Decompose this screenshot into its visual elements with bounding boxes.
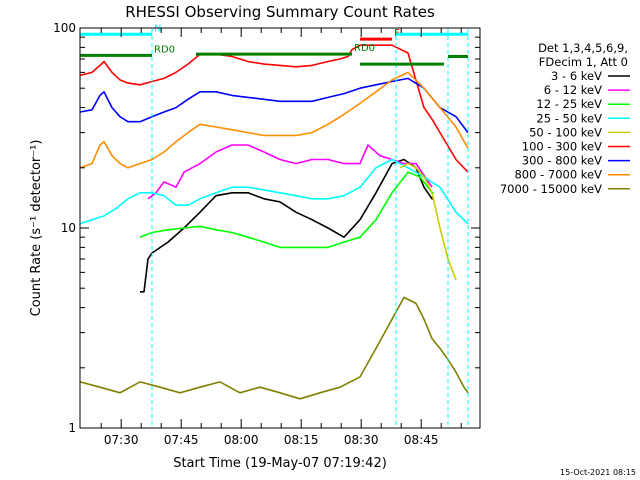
series-line-6 — [79, 44, 469, 173]
y-axis: 1 10 100 — [53, 21, 480, 435]
series-line-4 — [79, 158, 469, 225]
series-line-9 — [79, 296, 469, 400]
x-axis: 07:30 07:45 08:00 08:15 08:30 08:45 — [100, 28, 462, 447]
y-axis-label: Count Rate (s⁻¹ detector⁻¹) — [29, 140, 44, 317]
x-tick-label: 08:00 — [224, 433, 259, 447]
y-tick-label: 1 — [68, 421, 76, 435]
x-tick-label: 08:30 — [344, 433, 379, 447]
legend-label: 6 - 12 keV — [544, 83, 602, 97]
flag-label: N — [154, 23, 161, 34]
x-tick-label: 08:15 — [284, 433, 319, 447]
legend-label: 800 - 7000 keV — [514, 168, 602, 182]
y-tick-label: 10 — [61, 221, 76, 235]
generated-timestamp: 15-Oct-2021 08:15 — [560, 468, 636, 477]
legend-label: 12 - 25 keV — [536, 97, 602, 111]
x-axis-label: Start Time (19-May-07 07:19:42) — [173, 456, 387, 471]
series-line-8 — [79, 71, 469, 169]
series-line-5 — [399, 162, 457, 281]
legend-label: 3 - 6 keV — [551, 69, 602, 83]
legend-label: 50 - 100 keV — [529, 125, 602, 139]
series-line-2 — [147, 144, 433, 200]
x-tick-label: 07:45 — [164, 433, 199, 447]
plot-area — [79, 44, 469, 400]
series-line-7 — [79, 77, 469, 134]
y-tick-label: 100 — [53, 21, 76, 35]
chart-title: RHESSI Observing Summary Count Rates — [125, 3, 435, 21]
legend-label: 25 - 50 keV — [536, 111, 602, 125]
flag-label: RD0 — [154, 44, 175, 55]
x-tick-label: 08:45 — [404, 433, 439, 447]
legend-header-line: FDecim 1, Att 0 — [539, 55, 628, 69]
series-line-1 — [140, 158, 434, 293]
x-tick-label: 07:30 — [104, 433, 139, 447]
legend-label: 300 - 800 keV — [522, 154, 602, 168]
legend-label: 100 - 300 keV — [522, 140, 602, 154]
legend: Det 1,3,4,5,6,9,FDecim 1, Att 03 - 6 keV… — [500, 41, 630, 196]
legend-header-line: Det 1,3,4,5,6,9, — [538, 41, 628, 55]
annotation-layer: NFRD0RD0 — [80, 23, 469, 428]
legend-label: 7000 - 15000 keV — [500, 182, 602, 196]
series-line-3 — [139, 171, 434, 249]
flag-label: RD0 — [354, 43, 375, 54]
